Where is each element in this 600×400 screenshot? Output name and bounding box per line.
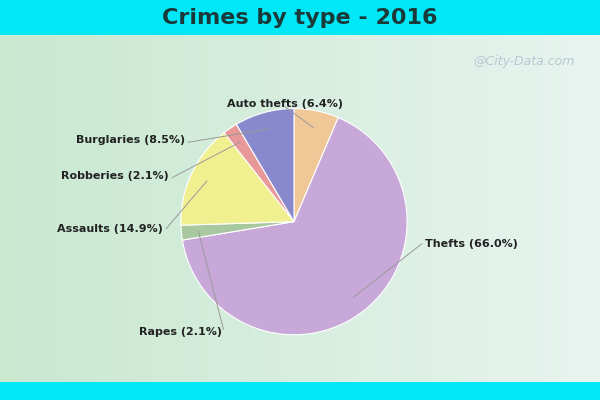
Wedge shape [181, 133, 294, 225]
Wedge shape [182, 118, 407, 335]
Text: @City-Data.com: @City-Data.com [473, 55, 575, 68]
Bar [0, 0, 600, 35]
Text: Rapes (2.1%): Rapes (2.1%) [139, 327, 221, 337]
Text: Thefts (66.0%): Thefts (66.0%) [425, 239, 518, 249]
Text: Burglaries (8.5%): Burglaries (8.5%) [76, 135, 185, 145]
Bar [0, 382, 600, 400]
Wedge shape [181, 222, 294, 240]
Text: Assaults (14.9%): Assaults (14.9%) [57, 224, 163, 234]
Wedge shape [224, 124, 294, 222]
Text: Crimes by type - 2016: Crimes by type - 2016 [162, 8, 438, 28]
Text: Robberies (2.1%): Robberies (2.1%) [61, 172, 169, 182]
Wedge shape [236, 108, 294, 222]
Text: Auto thefts (6.4%): Auto thefts (6.4%) [227, 99, 343, 109]
Wedge shape [294, 108, 338, 222]
